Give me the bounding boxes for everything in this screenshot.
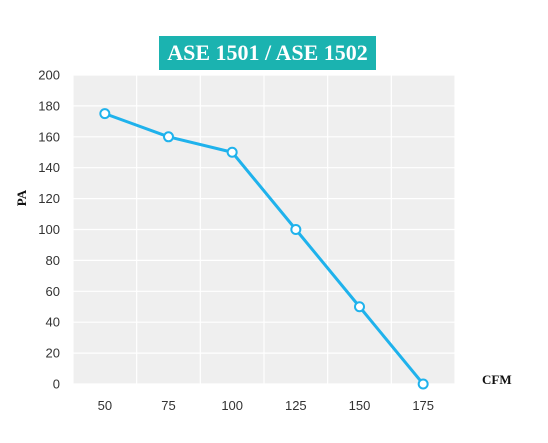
x-tick-label: 75: [161, 398, 175, 413]
data-point: [290, 224, 302, 235]
y-tick-label: 60: [46, 284, 60, 299]
y-tick-label: 200: [38, 68, 60, 83]
x-tick-label: 100: [221, 398, 243, 413]
series-line: [104, 112, 425, 385]
y-tick-label: 100: [38, 222, 60, 237]
y-tick-label: 120: [38, 191, 60, 206]
chart-title: ASE 1501 / ASE 1502: [159, 36, 376, 70]
data-point: [99, 108, 111, 120]
x-tick-label: 50: [98, 398, 112, 413]
x-tick-label: 150: [349, 398, 371, 413]
y-tick-label: 160: [38, 129, 60, 144]
y-axis-ticks: 0 20 40 60 80 100 120 140 160 180 200: [38, 68, 60, 392]
y-tick-label: 80: [46, 253, 60, 268]
y-tick-label: 140: [38, 160, 60, 175]
y-tick-label: 40: [46, 315, 60, 330]
y-tick-label: 0: [53, 377, 60, 392]
y-tick-label: 180: [38, 98, 60, 113]
data-point: [354, 301, 365, 313]
data-point: [226, 146, 238, 158]
y-tick-label: 20: [46, 346, 60, 361]
data-point: [163, 131, 174, 143]
series: [99, 108, 429, 390]
grid-lines: [72, 74, 456, 385]
y-axis-title: PA: [14, 189, 29, 206]
x-tick-label: 125: [285, 398, 307, 413]
x-axis-title: CFM: [482, 372, 512, 387]
data-point: [417, 378, 429, 390]
x-tick-label: 175: [412, 398, 434, 413]
x-axis-ticks: 50 75 100 125 150 175: [98, 398, 434, 413]
